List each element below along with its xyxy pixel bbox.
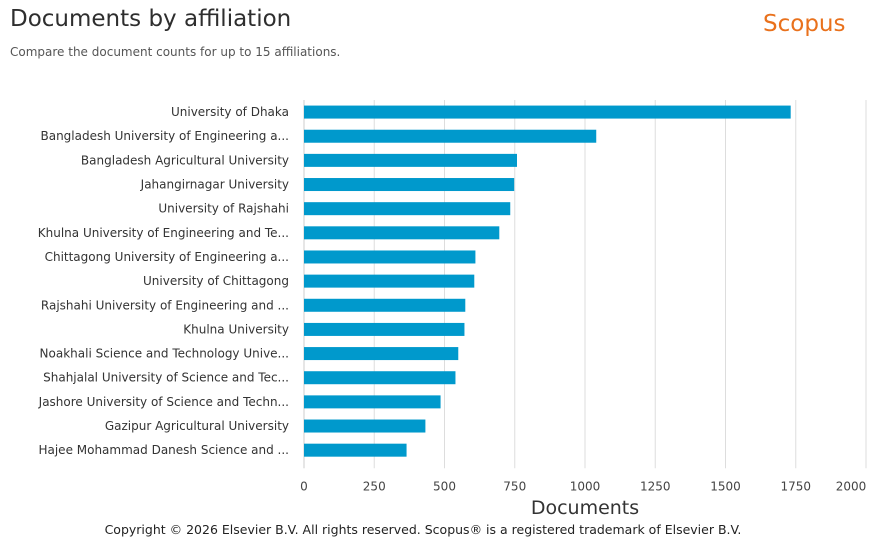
category-label: Noakhali Science and Technology Unive... (40, 347, 289, 361)
x-axis-title: Documents (531, 497, 639, 519)
bar[interactable] (304, 443, 407, 457)
bar[interactable] (304, 347, 459, 361)
category-label: Khulna University of Engineering and Te.… (38, 226, 289, 240)
bar[interactable] (304, 202, 511, 216)
copyright-text: Copyright © 2026 Elsevier B.V. All right… (104, 522, 742, 537)
category-label: Gazipur Agricultural University (105, 419, 289, 433)
category-label: Jahangirnagar University (140, 178, 289, 192)
x-tick-label: 2000 (836, 479, 867, 493)
category-label: Hajee Mohammad Danesh Science and ... (38, 443, 289, 457)
category-label: University of Chittagong (143, 274, 289, 288)
bar[interactable] (304, 371, 456, 385)
bar[interactable] (304, 129, 597, 143)
category-label: Khulna University (183, 322, 289, 336)
scopus-logo[interactable]: Scopus (763, 11, 846, 37)
x-tick-label: 1000 (570, 479, 601, 493)
bar[interactable] (304, 250, 476, 264)
category-label: Bangladesh University of Engineering a..… (40, 129, 289, 143)
x-tick-label: 1500 (710, 479, 741, 493)
category-label: University of Rajshahi (158, 202, 289, 216)
bar[interactable] (304, 226, 500, 240)
category-label: Jashore University of Science and Techn.… (38, 395, 289, 409)
bar[interactable] (304, 298, 466, 312)
category-label: Shahjalal University of Science and Tec.… (43, 371, 289, 385)
x-tick-label: 750 (503, 479, 526, 493)
category-label: Bangladesh Agricultural University (81, 153, 289, 167)
category-label: Rajshahi University of Engineering and .… (41, 298, 289, 312)
bar[interactable] (304, 419, 426, 433)
page-subtitle: Compare the document counts for up to 15… (10, 45, 341, 59)
category-label: University of Dhaka (171, 105, 289, 119)
x-tick-label: 250 (363, 479, 386, 493)
x-tick-label: 0 (300, 479, 308, 493)
page-title: Documents by affiliation (10, 6, 292, 32)
bar[interactable] (304, 105, 791, 119)
bar[interactable] (304, 178, 515, 192)
bar[interactable] (304, 153, 517, 167)
x-tick-label: 500 (433, 479, 456, 493)
bar[interactable] (304, 395, 441, 409)
category-label: Chittagong University of Engineering a..… (45, 250, 289, 264)
bar[interactable] (304, 274, 475, 288)
bar[interactable] (304, 322, 465, 336)
x-tick-label: 1250 (640, 479, 671, 493)
x-tick-label: 1750 (780, 479, 811, 493)
